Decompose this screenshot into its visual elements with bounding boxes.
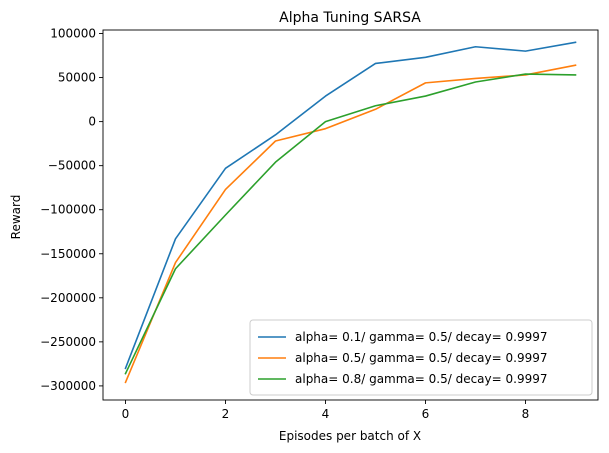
- y-tick-label: −150000: [40, 247, 96, 261]
- y-tick-label: −50000: [48, 159, 96, 173]
- series-line-1: [124, 41, 577, 370]
- legend-label-2: alpha= 0.5/ gamma= 0.5/ decay= 0.9997: [295, 351, 548, 365]
- x-axis-label: Episodes per batch of X: [279, 429, 421, 443]
- x-tick-label: 8: [522, 407, 530, 421]
- x-tick-label: 4: [322, 407, 330, 421]
- y-tick-label: −300000: [40, 379, 96, 393]
- x-tick-label: 6: [422, 407, 430, 421]
- series-line-3: [124, 73, 577, 375]
- y-tick-label: −250000: [40, 335, 96, 349]
- x-tick-label: 0: [122, 407, 130, 421]
- legend-label-1: alpha= 0.1/ gamma= 0.5/ decay= 0.9997: [295, 330, 548, 344]
- legend-box: [249, 319, 593, 396]
- plot-area: 0 2 4 6 8 100000 50000 0 −50000 −100000 −150000 −20…: [40, 27, 599, 421]
- y-tick-label: 0: [88, 115, 96, 129]
- y-tick-label: 50000: [58, 71, 96, 85]
- y-tick-label: −200000: [40, 291, 96, 305]
- plot-frame: [102, 29, 599, 401]
- legend: alpha= 0.1/ gamma= 0.5/ decay= 0.9997 alp…: [249, 319, 593, 396]
- chart-title: Alpha Tuning SARSA: [279, 10, 421, 26]
- y-axis-label: Reward: [9, 195, 23, 240]
- y-tick-label: 100000: [50, 27, 96, 41]
- legend-label-3: alpha= 0.8/ gamma= 0.5/ decay= 0.9997: [295, 372, 548, 386]
- y-tick-label: −100000: [40, 203, 96, 217]
- series-line-2: [124, 64, 577, 384]
- x-tick-label: 2: [222, 407, 230, 421]
